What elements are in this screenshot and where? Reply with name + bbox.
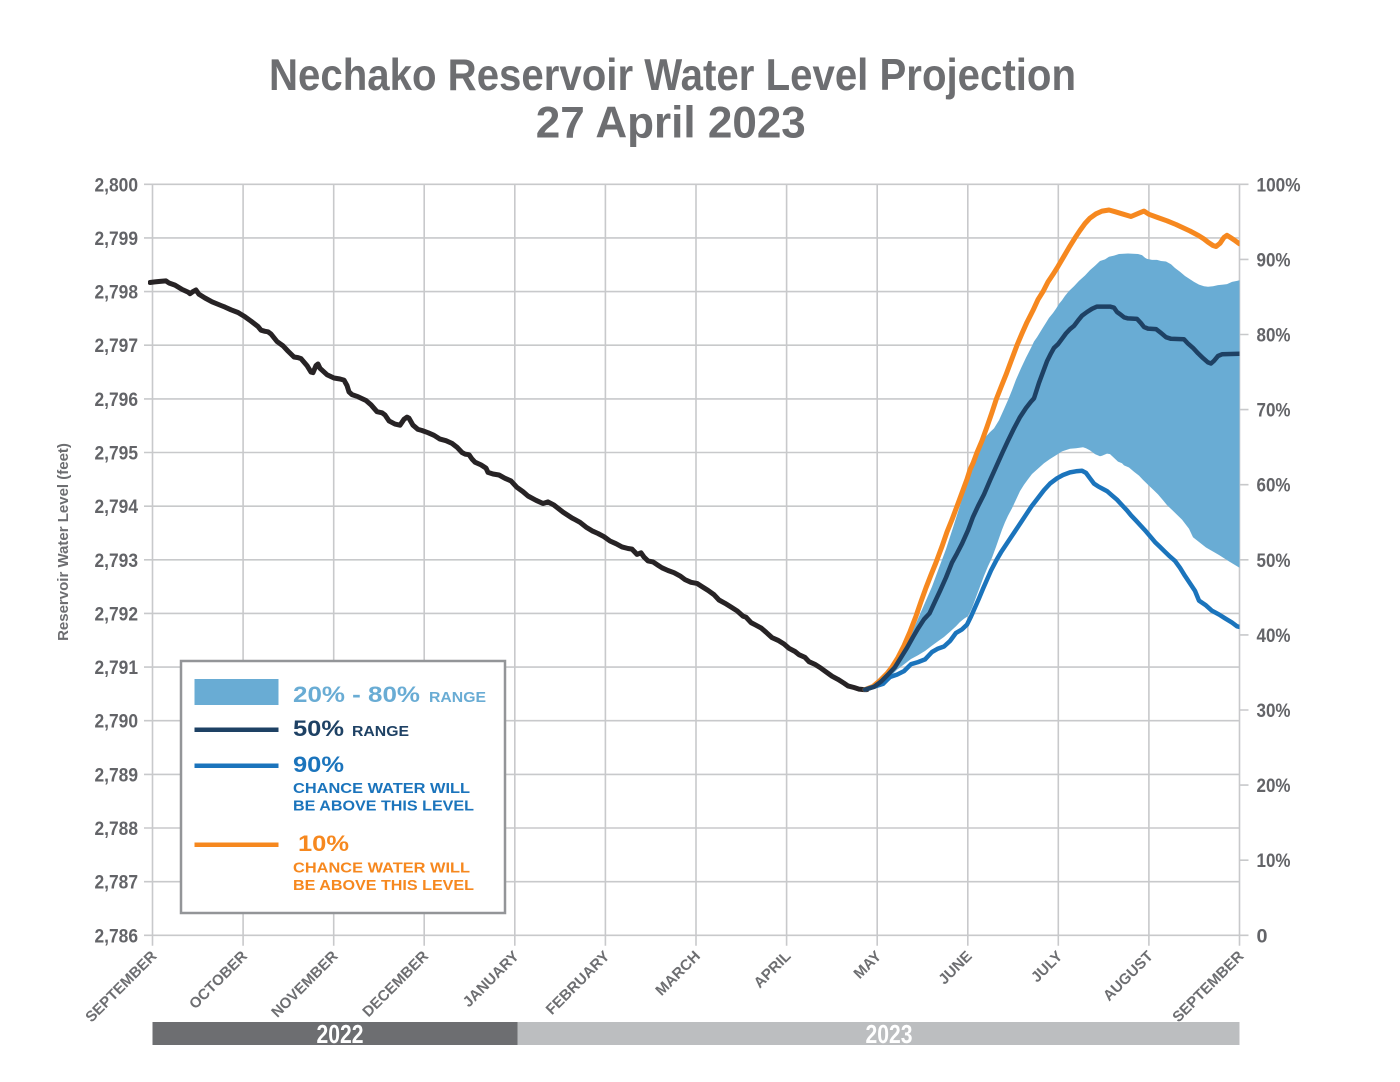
svg-text:2,794: 2,794 bbox=[95, 497, 139, 518]
svg-text:2,786: 2,786 bbox=[95, 926, 139, 947]
svg-text:70%: 70% bbox=[1257, 401, 1291, 422]
svg-text:RANGE: RANGE bbox=[352, 724, 409, 740]
svg-text:CHANCE WATER WILL: CHANCE WATER WILL bbox=[293, 861, 470, 877]
svg-text:50%: 50% bbox=[293, 716, 344, 741]
svg-text:20%: 20% bbox=[1257, 776, 1291, 797]
svg-text:2,799: 2,799 bbox=[95, 229, 139, 250]
svg-text:BE ABOVE THIS LEVEL: BE ABOVE THIS LEVEL bbox=[293, 799, 474, 815]
svg-text:30%: 30% bbox=[1257, 701, 1291, 722]
svg-text:90%: 90% bbox=[1257, 250, 1291, 271]
svg-text:2023: 2023 bbox=[866, 1019, 913, 1049]
svg-text:BE ABOVE THIS LEVEL: BE ABOVE THIS LEVEL bbox=[293, 878, 474, 894]
svg-text:2,789: 2,789 bbox=[95, 765, 139, 786]
svg-text:2,787: 2,787 bbox=[95, 873, 139, 894]
svg-text:2022: 2022 bbox=[317, 1019, 364, 1049]
svg-text:0: 0 bbox=[1257, 926, 1268, 947]
svg-text:40%: 40% bbox=[1257, 626, 1291, 647]
svg-text:2,788: 2,788 bbox=[95, 819, 139, 840]
svg-text:2,793: 2,793 bbox=[95, 551, 139, 572]
svg-text:2,792: 2,792 bbox=[95, 604, 139, 625]
svg-text:10%: 10% bbox=[298, 831, 349, 856]
svg-text:2,800: 2,800 bbox=[95, 175, 139, 196]
svg-text:27 April 2023: 27 April 2023 bbox=[536, 99, 806, 148]
svg-text:10%: 10% bbox=[1257, 851, 1291, 872]
svg-text:2,797: 2,797 bbox=[95, 336, 139, 357]
svg-text:Nechako Reservoir Water Level: Nechako Reservoir Water Level Projection bbox=[269, 51, 1076, 100]
svg-text:100%: 100% bbox=[1257, 175, 1301, 196]
svg-text:2,796: 2,796 bbox=[95, 390, 139, 411]
svg-text:50%: 50% bbox=[1257, 551, 1291, 572]
svg-text:Reservoir Water Level (feet): Reservoir Water Level (feet) bbox=[55, 443, 72, 641]
svg-text:20% - 80%: 20% - 80% bbox=[293, 682, 420, 707]
svg-text:2,798: 2,798 bbox=[95, 283, 139, 304]
svg-text:60%: 60% bbox=[1257, 476, 1291, 497]
svg-text:2,791: 2,791 bbox=[95, 658, 139, 679]
svg-text:CHANCE WATER WILL: CHANCE WATER WILL bbox=[293, 781, 470, 797]
svg-text:2,795: 2,795 bbox=[95, 444, 139, 465]
svg-text:2,790: 2,790 bbox=[95, 712, 139, 733]
svg-text:80%: 80% bbox=[1257, 326, 1291, 347]
svg-text:90%: 90% bbox=[293, 752, 344, 777]
svg-text:RANGE: RANGE bbox=[429, 690, 486, 706]
